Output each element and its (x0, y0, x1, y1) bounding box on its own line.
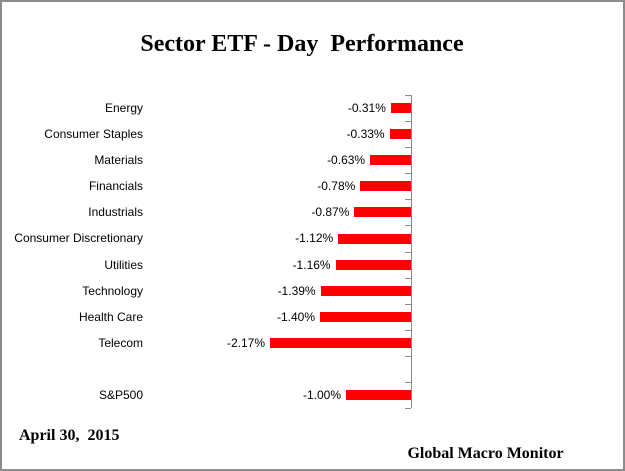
bar (320, 285, 411, 296)
value-label: -0.78% (317, 179, 356, 194)
value-label: -0.87% (311, 205, 350, 220)
bar (320, 311, 411, 322)
axis-tick (405, 251, 411, 253)
axis-tick (405, 408, 411, 409)
credit-line-1: Global Macro Monitor (407, 445, 564, 462)
chart-title: Sector ETF - Day Performance (140, 31, 464, 57)
value-label: -2.17% (226, 335, 265, 350)
axis-tick (405, 303, 411, 305)
bar (370, 155, 412, 166)
value-label: -1.16% (292, 257, 331, 272)
axis-tick (405, 121, 411, 123)
category-label: Telecom (98, 335, 143, 350)
axis-tick (405, 173, 411, 175)
bar (389, 129, 411, 140)
category-axis (411, 95, 412, 408)
category-label: Materials (94, 153, 143, 168)
bar (335, 259, 411, 270)
value-label: -0.33% (346, 127, 385, 142)
axis-tick (405, 355, 411, 357)
axis-tick (405, 199, 411, 201)
category-label: Financials (88, 179, 143, 194)
date-label: April 30, 2015 (19, 427, 120, 444)
category-label: Consumer Staples (44, 127, 143, 142)
axis-tick (405, 225, 411, 227)
category-label: Consumer Discretionary (14, 231, 143, 246)
category-label: Utilities (104, 257, 143, 272)
value-label: -0.63% (327, 153, 366, 168)
bar (354, 207, 411, 218)
bar (270, 337, 411, 348)
axis-tick (405, 95, 411, 96)
category-label: Industrials (88, 205, 143, 220)
category-label: Health Care (78, 309, 143, 324)
bar (346, 390, 411, 400)
axis-tick (405, 147, 411, 149)
value-label: -1.00% (302, 387, 341, 402)
bar (360, 181, 411, 192)
value-label: -0.31% (347, 101, 386, 115)
value-label: -1.39% (277, 283, 316, 298)
value-label: -1.40% (276, 309, 315, 324)
bar (390, 103, 411, 113)
value-label: -1.12% (295, 231, 334, 246)
category-label: Technology (82, 283, 143, 298)
credit-block: Global Macro Monitor macromon.wordpress.… (383, 411, 588, 469)
axis-tick (405, 277, 411, 279)
category-label: Energy (104, 101, 143, 115)
bar (338, 233, 411, 244)
axis-tick (405, 381, 411, 383)
axis-tick (405, 329, 411, 331)
category-label: S&P500 (98, 387, 143, 402)
